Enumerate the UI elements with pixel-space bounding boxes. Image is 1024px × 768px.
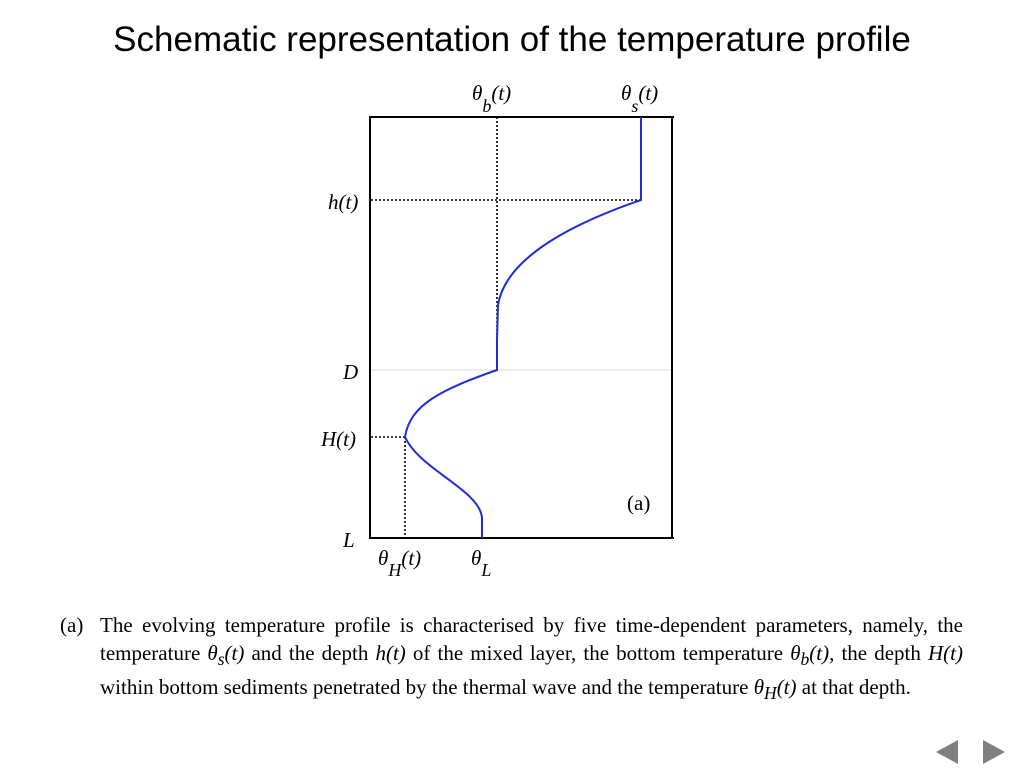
l-depth-label: L [342,528,355,552]
caption-H: H(t) [928,641,964,665]
temperature-profile-curve [403,117,642,538]
caption-theta-b: θb(t) [790,641,830,670]
figure-caption: (a) The evolving temperature profile is … [60,611,963,707]
theta-L-label: θL [471,546,491,580]
triangle-right-icon[interactable] [983,740,1005,764]
slide-title: Schematic representation of the temperat… [113,20,911,59]
d-depth-label: D [342,360,358,384]
dotted-guides [371,117,641,537]
caption-tag: (a) [60,613,84,637]
h-depth-label: h(t) [328,190,358,214]
caption-theta-s: θs(t) [207,641,245,670]
panel-label: (a) [627,491,650,515]
caption-theta-H: θH(t) [753,675,797,704]
plot-frame [369,116,674,539]
temperature-profile-diagram: θb(t) θs(t) h(t) D H(t) L (a) θH(t) θL [320,81,674,580]
caption-body: The evolving temperature profile is char… [100,613,964,704]
caption-h: h(t) [375,641,406,665]
theta-H-label: θH(t) [378,546,421,580]
triangle-left-icon[interactable] [936,740,958,764]
theta-s-label: θs(t) [621,81,658,116]
H-depth-label: H(t) [320,427,356,451]
theta-b-label: θb(t) [472,81,511,116]
